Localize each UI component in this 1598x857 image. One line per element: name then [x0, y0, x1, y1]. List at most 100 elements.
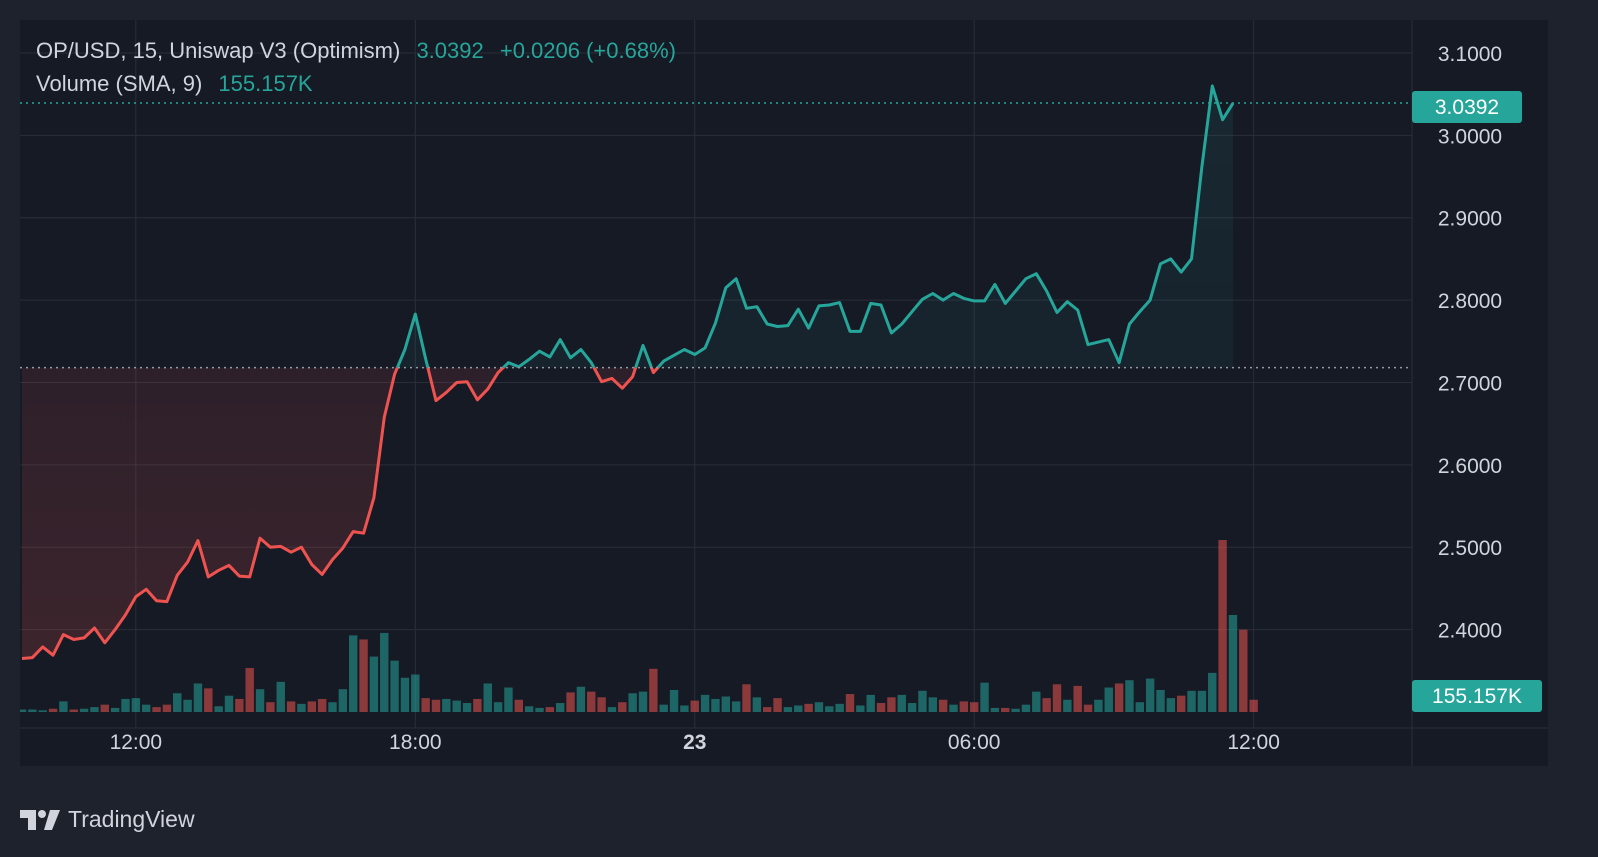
price-areas — [22, 85, 1233, 659]
x-tick-label-4: 12:00 — [1227, 731, 1280, 754]
volume-bar — [576, 686, 586, 712]
volume-bar — [442, 698, 451, 712]
volume-bars — [20, 540, 1258, 712]
volume-bar — [224, 695, 234, 712]
volume-bar — [835, 703, 844, 712]
volume-bar — [390, 660, 399, 712]
volume-bar — [524, 706, 534, 712]
volume-bar — [628, 693, 637, 712]
tradingview-brand[interactable]: TradingView — [20, 806, 195, 833]
volume-bar — [380, 632, 389, 712]
price-badge-bg — [1412, 91, 1522, 123]
volume-bar — [431, 699, 441, 712]
legend-symbol: OP/USD, 15, Uniswap V3 (Optimism) — [36, 38, 401, 63]
volume-bar — [255, 689, 265, 712]
volume-bar — [183, 699, 192, 712]
y-tick-label-6: 2.5000 — [1438, 537, 1502, 560]
brand-name: TradingView — [68, 806, 195, 832]
volume-bar — [121, 698, 130, 712]
volume-bar — [204, 688, 213, 712]
volume-bar — [794, 705, 803, 712]
volume-bar — [110, 707, 120, 712]
volume-bar — [959, 701, 969, 712]
volume-bar — [152, 707, 161, 712]
volume-bar — [245, 667, 254, 712]
volume-bar — [928, 697, 937, 712]
volume-bar — [845, 694, 855, 712]
volume-bar — [359, 639, 368, 712]
volume-bar — [276, 681, 285, 712]
legend-volume[interactable]: Volume (SMA, 9) 155.157K — [36, 71, 323, 97]
volume-bar — [804, 703, 813, 712]
volume-bar — [1114, 683, 1124, 712]
volume-bar — [1135, 702, 1144, 712]
volume-bar — [473, 698, 482, 712]
volume-bar — [235, 698, 244, 712]
volume-bar — [1083, 704, 1093, 712]
legend-price: 3.0392 — [416, 38, 484, 63]
volume-bar — [452, 700, 461, 712]
volume-bar — [1001, 707, 1010, 712]
axis-badges: 3.0392 155.157K — [1412, 91, 1542, 712]
volume-bar — [162, 704, 172, 712]
time-axis[interactable]: 12:00 18:00 23 06:00 12:00 — [110, 731, 1280, 754]
volume-bar — [462, 703, 472, 712]
price-badge: 3.0392 — [1435, 96, 1499, 119]
volume-bar — [266, 702, 275, 712]
volume-bar — [173, 693, 182, 712]
y-tick-label-7: 2.4000 — [1438, 620, 1502, 643]
volume-bar — [504, 687, 513, 712]
volume-bar — [970, 702, 979, 712]
volume-bar — [1156, 689, 1165, 712]
volume-bar — [700, 694, 710, 712]
volume-bar — [69, 709, 78, 712]
volume-bar — [28, 709, 37, 712]
volume-bar — [649, 668, 658, 712]
volume-bar — [1073, 685, 1082, 712]
price-axis[interactable]: 3.1000 3.0000 2.9000 2.8000 2.7000 2.6000 2.50… — [1438, 43, 1502, 643]
volume-bar — [887, 697, 896, 712]
volume-bar — [297, 703, 306, 712]
volume-bar — [100, 704, 109, 712]
x-tick-label-0: 12:00 — [110, 731, 163, 754]
legend-volume-value: 155.157K — [218, 71, 313, 96]
y-tick-label-1: 3.0000 — [1438, 125, 1502, 148]
y-tick-label-3: 2.8000 — [1438, 290, 1502, 313]
volume-bar — [1228, 614, 1238, 712]
volume-bar — [597, 697, 606, 712]
volume-bar — [369, 656, 379, 712]
volume-bar — [1021, 704, 1031, 712]
price-line-down — [21, 367, 660, 660]
grid — [20, 20, 1412, 728]
volume-bar — [1125, 680, 1134, 712]
volume-bar — [742, 684, 751, 712]
volume-bar — [607, 707, 617, 712]
volume-bar — [856, 705, 865, 712]
volume-bar — [1249, 699, 1258, 712]
x-tick-label-3: 06:00 — [948, 731, 1001, 754]
volume-bar — [1011, 708, 1020, 712]
volume-bar — [773, 698, 782, 712]
volume-bar — [20, 709, 27, 712]
volume-bar — [587, 691, 596, 712]
x-tick-label-2: 23 — [683, 731, 706, 754]
volume-bar — [1197, 690, 1207, 712]
volume-bar — [514, 699, 523, 712]
legend-main[interactable]: OP/USD, 15, Uniswap V3 (Optimism) 3.0392… — [36, 38, 686, 64]
volume-bar — [711, 698, 720, 712]
volume-bar — [1187, 690, 1196, 712]
tradingview-logo-icon — [20, 809, 60, 830]
volume-bar — [731, 701, 741, 712]
volume-bar — [938, 699, 948, 712]
volume-bar — [907, 703, 917, 712]
volume-bar — [193, 683, 203, 712]
volume-bar — [142, 704, 151, 712]
volume-bar — [1104, 687, 1113, 712]
volume-badge-bg — [1412, 680, 1542, 712]
y-tick-label-5: 2.6000 — [1438, 455, 1502, 478]
price-lines — [21, 84, 1235, 660]
volume-bar — [1239, 629, 1248, 712]
volume-bar — [897, 694, 906, 712]
